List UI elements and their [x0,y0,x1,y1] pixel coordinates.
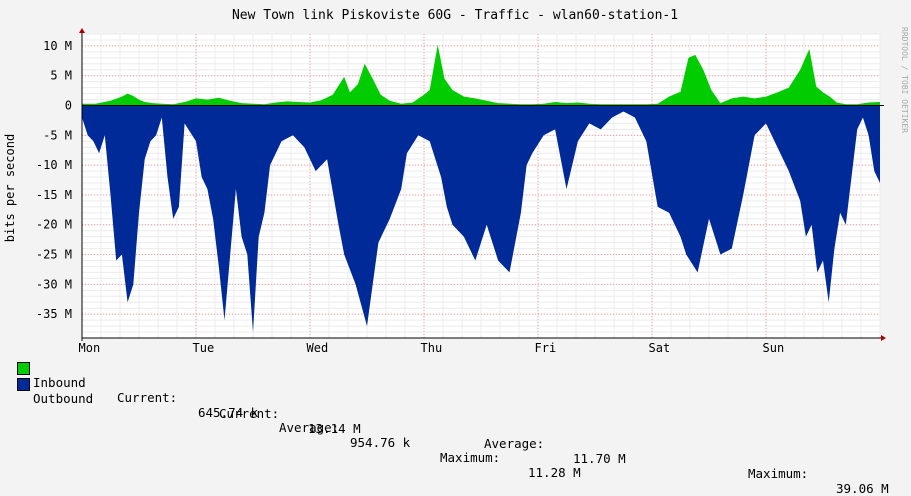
inbound-current-label: Current: [117,390,178,405]
outbound-average-value: 11.70 M [573,451,626,466]
traffic-chart: 10 M 5 M 0 -5 M -10 M -15 M -20 M -25 M -30 M -35… [3,8,909,355]
outbound-maximum-value: 39.06 M [836,481,889,496]
y-tick-label: -5 M [43,128,72,142]
legend-outbound: Outbound Current: 13.14 M Average: 11.70… [18,376,889,496]
inbound-area [82,44,880,106]
outbound-name: Outbound [33,391,94,406]
inbound-average-value: 954.76 k [350,435,411,450]
y-axis-label: bits per second [3,134,17,242]
outbound-current-label: Current: [219,406,280,421]
y-tick-label: 5 M [50,69,72,83]
y-tick-label: -25 M [36,248,72,262]
x-tick-label: Tue [193,341,215,355]
y-tick-label: -10 M [36,158,72,172]
outbound-average-label: Average: [484,436,545,451]
y-tick-label: 0 [65,99,72,113]
y-tick-label: -30 M [36,277,72,291]
inbound-swatch [17,362,30,375]
y-axis-arrow [79,28,85,33]
rrdtool-credit: RRDTOOL / TOBI OETIKER [900,27,909,133]
inbound-maximum-label: Maximum: [440,450,501,465]
x-tick-label: Mon [79,341,101,355]
y-tick-label: -35 M [36,307,72,321]
inbound-maximum-value: 11.28 M [528,465,581,480]
inbound-name: Inbound [33,375,86,390]
x-axis-arrow [881,335,886,341]
y-tick-label: 10 M [43,39,72,53]
outbound-maximum-label: Maximum: [748,466,809,481]
x-tick-label: Sun [763,341,785,355]
chart-title: New Town link Piskoviste 60G - Traffic -… [232,8,678,23]
outbound-area [82,105,880,332]
outbound-current-value: 13.14 M [308,421,361,436]
x-tick-label: Fri [535,341,557,355]
y-tick-label: -20 M [36,218,72,232]
x-tick-label: Sat [649,341,671,355]
y-tick-label: -15 M [36,188,72,202]
x-tick-label: Thu [421,341,443,355]
outbound-swatch [17,378,30,391]
x-tick-label: Wed [307,341,329,355]
